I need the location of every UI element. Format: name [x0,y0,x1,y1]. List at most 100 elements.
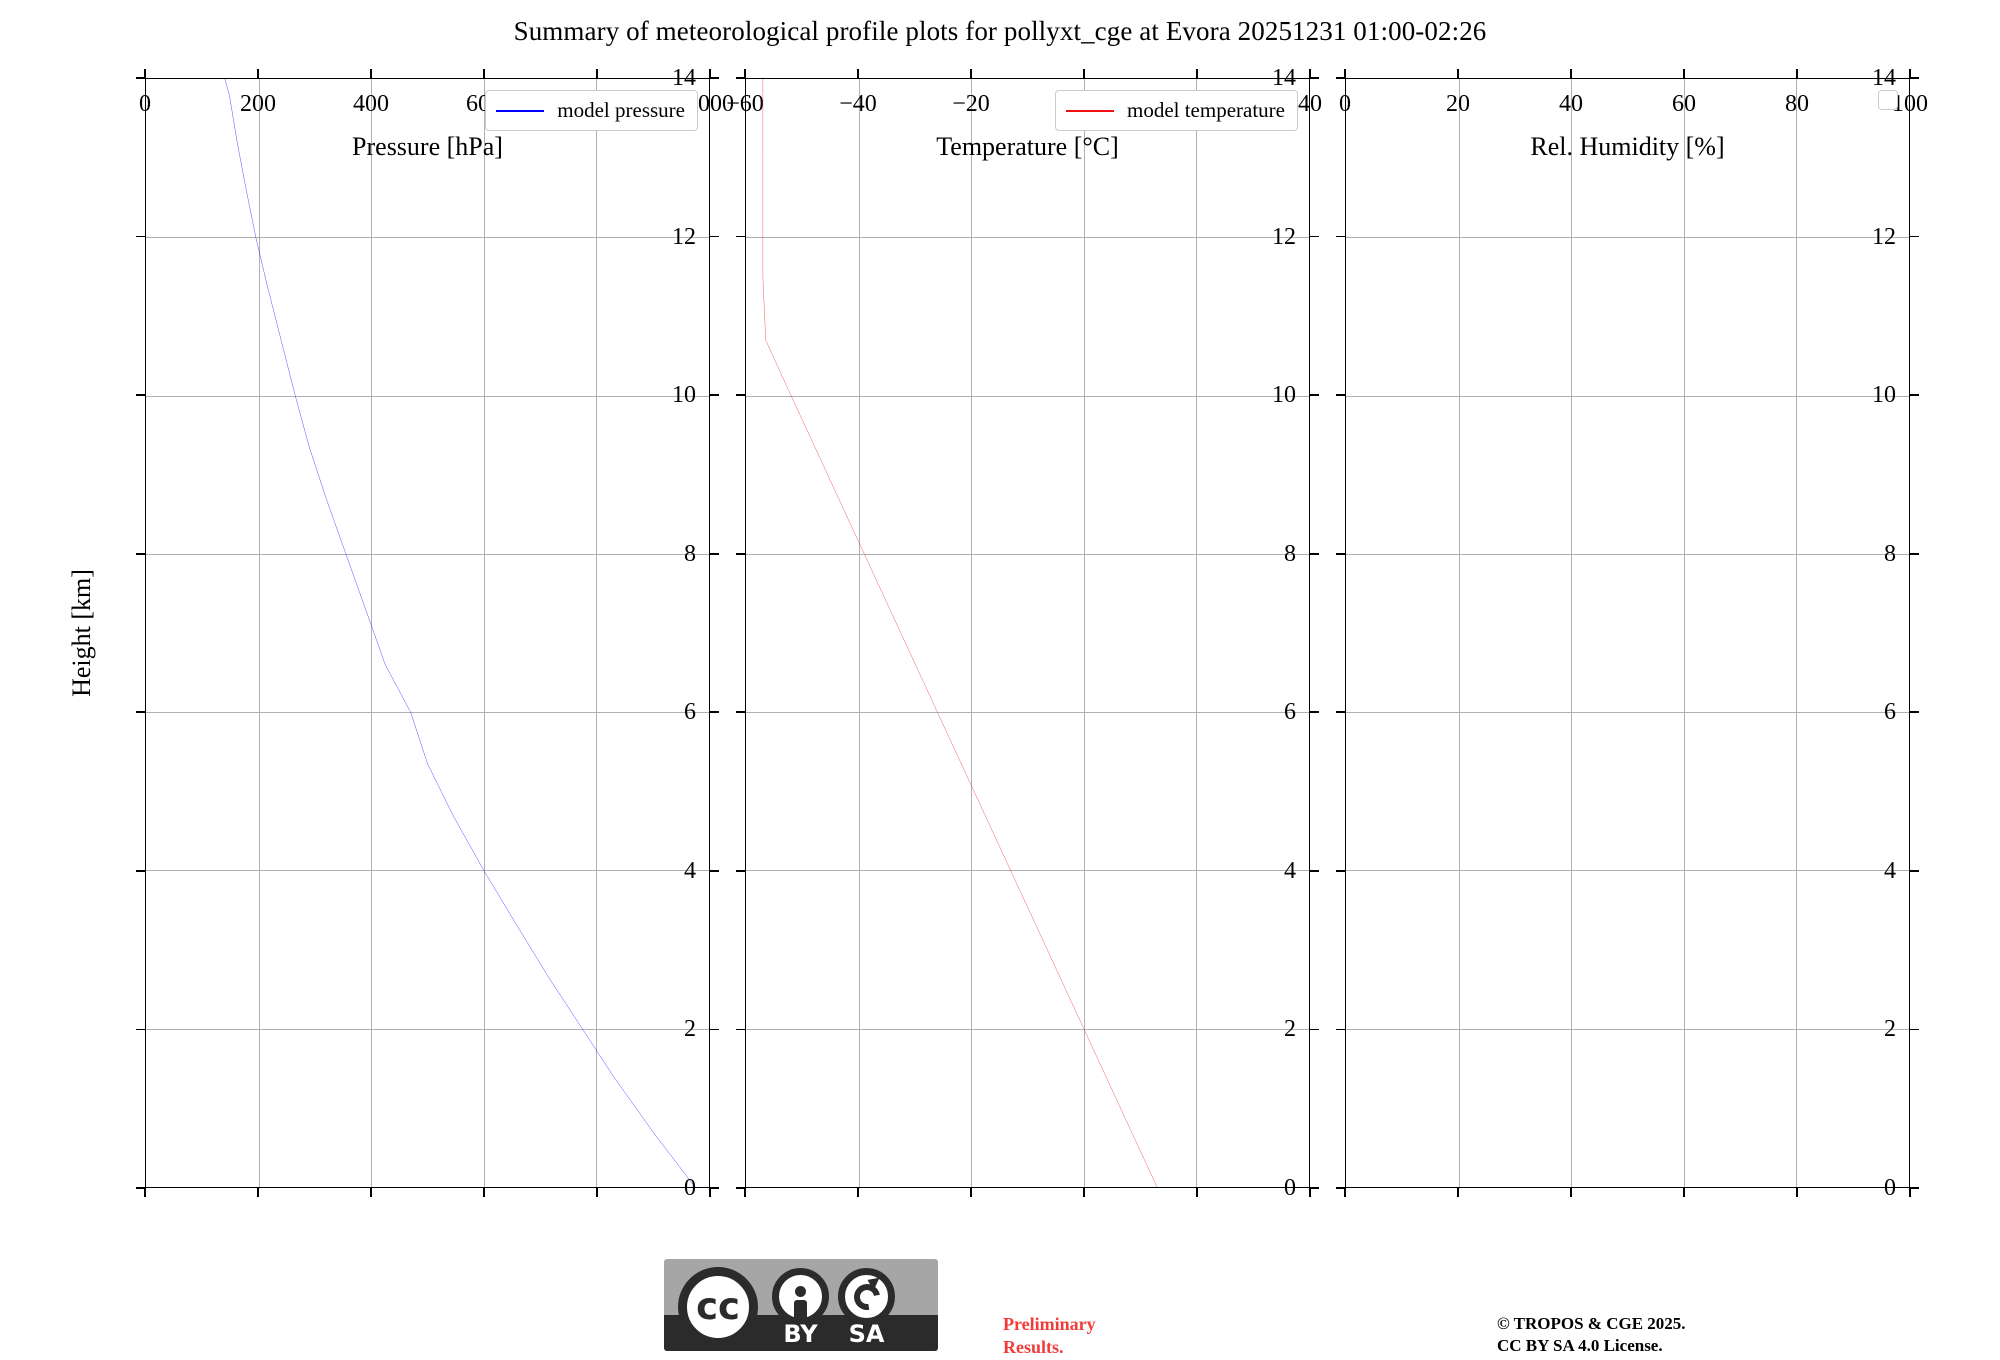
gridline-vertical [371,79,373,1187]
y-tick-right [710,1028,719,1031]
humidity-curve [1346,79,1909,1187]
x-tick-label: 100 [1892,91,1928,117]
y-tick-left [136,77,145,79]
legend-label: model temperature [1126,98,1285,122]
legend-line-icon [496,109,545,112]
gridline-horizontal [746,395,1309,397]
y-tick-left [1336,77,1345,79]
x-tick-label: 80 [1785,91,1809,117]
cc-sa-label: SA [848,1320,885,1348]
y-tick-label: 14 [672,65,696,91]
gridline-horizontal [146,395,709,397]
x-tick-bottom [1196,1188,1198,1197]
legend-humidity[interactable] [1878,90,1898,110]
cc-logo-text: cc [696,1285,740,1328]
y-tick-right [710,1187,719,1189]
x-tick-top [1309,69,1311,78]
y-tick-left [1336,1187,1345,1189]
gridline-horizontal [1346,870,1909,872]
x-tick-bottom [370,1188,372,1197]
y-tick-right [710,870,719,872]
x-tick-label: 400 [353,91,389,117]
y-tick-left [136,870,145,872]
x-tick-top [1457,69,1459,78]
x-tick-bottom [483,1188,485,1197]
y-tick-left [136,1187,145,1189]
x-tick-top [857,69,859,78]
y-tick-left [1336,552,1345,555]
x-axis-label-temperature: Temperature [°C] [936,132,1119,161]
y-tick-label: 6 [1284,699,1296,726]
gridline-vertical [483,79,485,1187]
gridline-horizontal [146,712,709,714]
gridline-vertical [1196,79,1198,1187]
series-line [763,79,1157,1187]
y-tick-right [710,552,719,555]
y-tick-right [710,235,719,238]
x-tick-bottom [1570,1188,1572,1197]
x-tick-bottom [1909,1188,1911,1197]
y-tick-left [1336,1028,1345,1031]
y-tick-right [1310,552,1319,555]
gridline-horizontal [746,553,1309,555]
y-tick-label: 10 [1872,382,1896,409]
plot-frame-pressure [145,78,710,1188]
y-tick-label: 4 [684,857,696,884]
x-tick-bottom [144,1188,146,1197]
panel-humidity: 0 2 4 6 8 10 12 14 0 20 40 60 80 100 Rel. Humidity [%… [1336,66,1928,1200]
y-tick-label: 4 [1284,857,1296,884]
gridline-vertical [1083,79,1085,1187]
y-tick-right [1310,1187,1319,1189]
y-tick-right [1910,1187,1919,1189]
gridline-horizontal [146,1028,709,1030]
y-tick-right [1910,711,1919,714]
x-tick-label: −60 [726,91,764,117]
legend-temperature[interactable]: model temperature [1054,90,1298,131]
cc-logo-icon [678,1267,758,1347]
y-axis-label: Height [km] [67,569,96,697]
x-tick-top [1344,69,1346,78]
y-tick-label: 14 [1872,65,1896,91]
y-tick-label: 8 [1284,540,1296,567]
gridline-vertical [258,79,260,1187]
x-axis-label-pressure: Pressure [hPa] [352,132,503,161]
y-tick-left [136,235,145,238]
y-tick-right [1910,1028,1919,1031]
y-tick-label: 8 [684,540,696,567]
x-tick-top [709,69,711,78]
y-tick-right [1310,235,1319,238]
preliminary-results-note: Preliminary Results. [1003,1314,1096,1358]
plot-frame-humidity [1345,78,1910,1188]
y-tick-left [736,77,745,79]
gridline-vertical [596,79,598,1187]
legend-pressure[interactable]: model pressure [485,90,698,131]
gridline-vertical [1458,79,1460,1187]
gridline-horizontal [746,237,1309,239]
y-tick-right [1910,235,1919,238]
y-tick-right [710,77,719,79]
x-tick-bottom [1083,1188,1085,1197]
x-tick-label: 60 [1672,91,1696,117]
cc-license-badge: cc BY SA [664,1259,938,1351]
y-tick-label: 10 [1272,382,1296,409]
y-tick-right [1910,77,1919,79]
y-tick-label: 0 [684,1175,696,1201]
x-tick-bottom [1457,1188,1459,1197]
x-tick-label: 20 [1446,91,1470,117]
y-tick-left [1336,235,1345,238]
y-tick-right [710,711,719,714]
x-tick-label: −20 [952,91,990,117]
y-tick-right [1910,394,1919,396]
x-tick-top [596,69,598,78]
y-tick-left [1336,711,1345,714]
y-tick-right [1310,870,1319,872]
x-tick-label: 40 [1559,91,1583,117]
x-tick-label: 0 [139,91,151,117]
pressure-curve [146,79,709,1187]
y-tick-left [736,394,745,396]
x-tick-bottom [857,1188,859,1197]
y-tick-label: 2 [1284,1016,1296,1043]
x-tick-bottom [1683,1188,1685,1197]
x-tick-bottom [596,1188,598,1197]
